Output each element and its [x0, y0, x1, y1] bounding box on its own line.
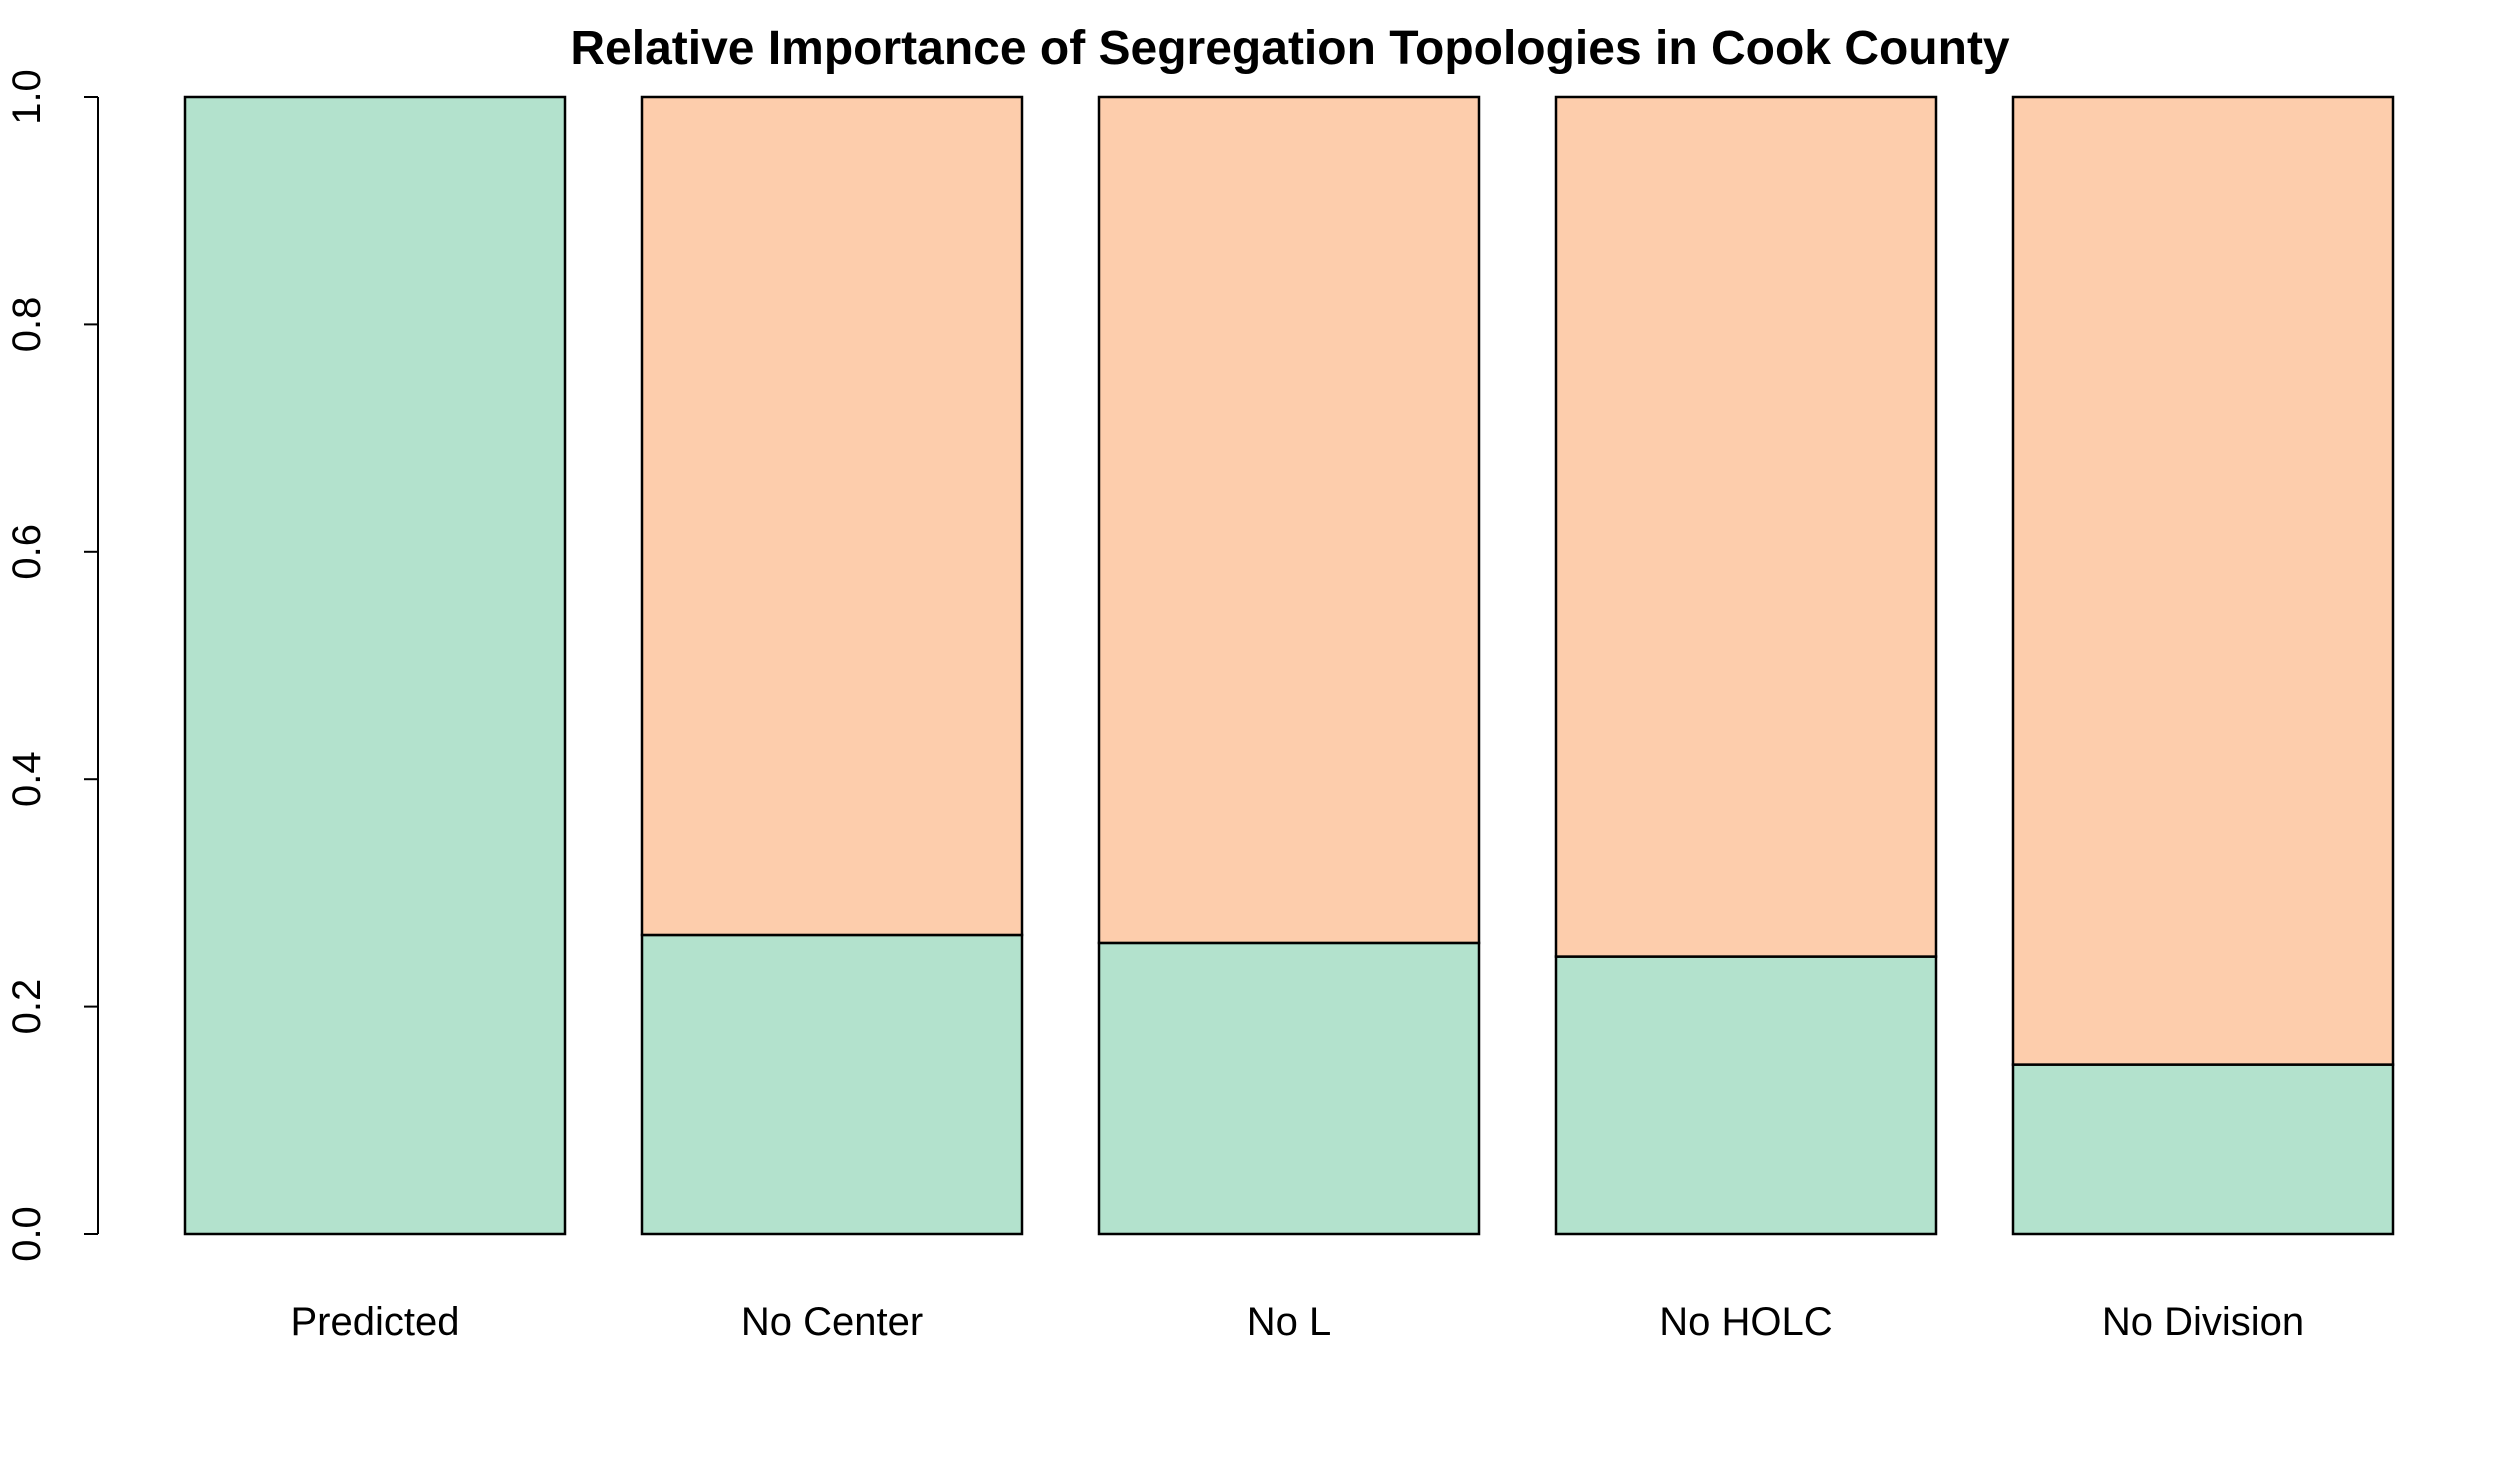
y-tick-label: 0.2 [5, 979, 49, 1035]
y-tick-label: 0.4 [5, 751, 49, 807]
bar-segment-2 [1554, 95, 1938, 958]
y-axis: 0.0 0.2 0.4 0.6 0.8 1.0 [5, 69, 99, 1262]
y-tick-label: 1.0 [5, 69, 49, 125]
bar-segment-1 [1554, 955, 1938, 1236]
y-tick-label: 0.6 [5, 524, 49, 580]
x-tick-label: No Division [2102, 1300, 2304, 1344]
x-tick-label: No L [1247, 1300, 1332, 1344]
y-tick-label: 0.8 [5, 297, 49, 353]
y-tick-label: 0.0 [5, 1206, 49, 1262]
bar-segment-1 [183, 95, 567, 1236]
bar-segment-1 [1097, 941, 1481, 1236]
x-axis-labels: Predicted No Center No L No HOLC No Division [291, 1300, 2305, 1344]
bar-segment-1 [640, 933, 1024, 1236]
bar-segment-2 [2011, 95, 2395, 1066]
bar-segment-2 [640, 95, 1024, 937]
chart-title: Relative Importance of Segregation Topol… [570, 22, 2010, 75]
x-tick-label: No HOLC [1659, 1300, 1832, 1344]
bars [183, 95, 2395, 1236]
bar-segment-2 [1097, 95, 1481, 945]
x-tick-label: No Center [741, 1300, 923, 1344]
x-tick-label: Predicted [291, 1300, 460, 1344]
bar-segment-1 [2011, 1063, 2395, 1236]
